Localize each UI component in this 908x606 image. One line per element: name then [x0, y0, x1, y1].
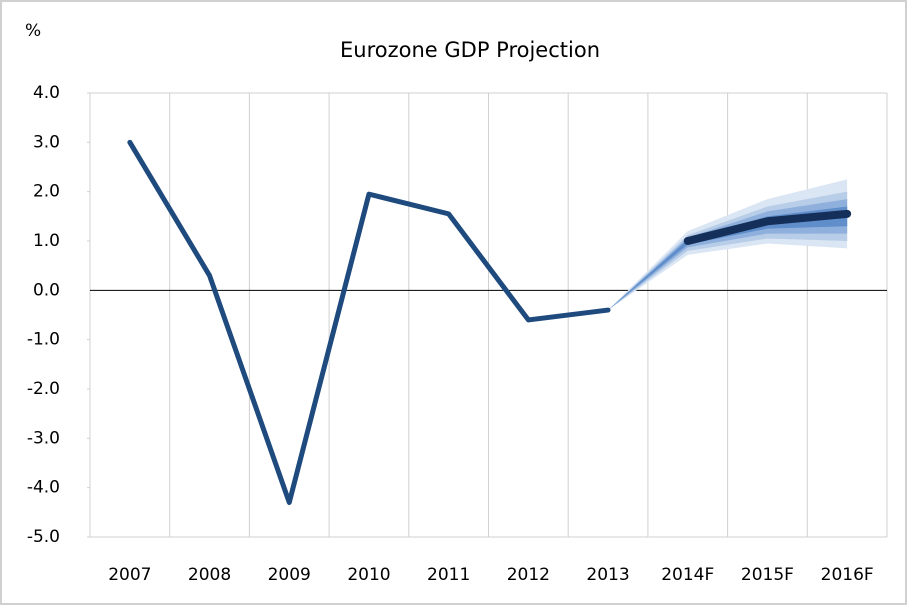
- series-line: [683, 209, 852, 245]
- x-tick-label: 2012: [507, 565, 550, 585]
- y-tick-label: -1.0: [27, 330, 60, 350]
- x-tick-label: 2013: [586, 565, 629, 585]
- y-tick-label: -2.0: [27, 379, 60, 399]
- x-tick-label: 2010: [347, 565, 390, 585]
- y-tick-label: 4.0: [33, 83, 60, 103]
- y-axis-label: %: [25, 21, 41, 41]
- x-tick-label: 2011: [427, 565, 470, 585]
- x-tick-label: 2008: [188, 565, 231, 585]
- y-tick-label: 1.0: [33, 231, 60, 251]
- chart-title: Eurozone GDP Projection: [340, 38, 600, 62]
- series-line: [127, 139, 611, 505]
- x-tick-label: 2015F: [741, 565, 794, 585]
- x-tick-label: 2009: [268, 565, 311, 585]
- y-tick-label: -4.0: [27, 478, 60, 498]
- y-tick-label: -3.0: [27, 428, 60, 448]
- y-tick-label: -5.0: [27, 527, 60, 547]
- y-tick-label: 2.0: [33, 182, 60, 202]
- x-tick-label: 2016F: [821, 565, 874, 585]
- y-tick-label: 0.0: [33, 280, 60, 300]
- x-tick-label: 2007: [108, 565, 151, 585]
- y-tick-label: 3.0: [33, 132, 60, 152]
- x-tick-label: 2014F: [661, 565, 714, 585]
